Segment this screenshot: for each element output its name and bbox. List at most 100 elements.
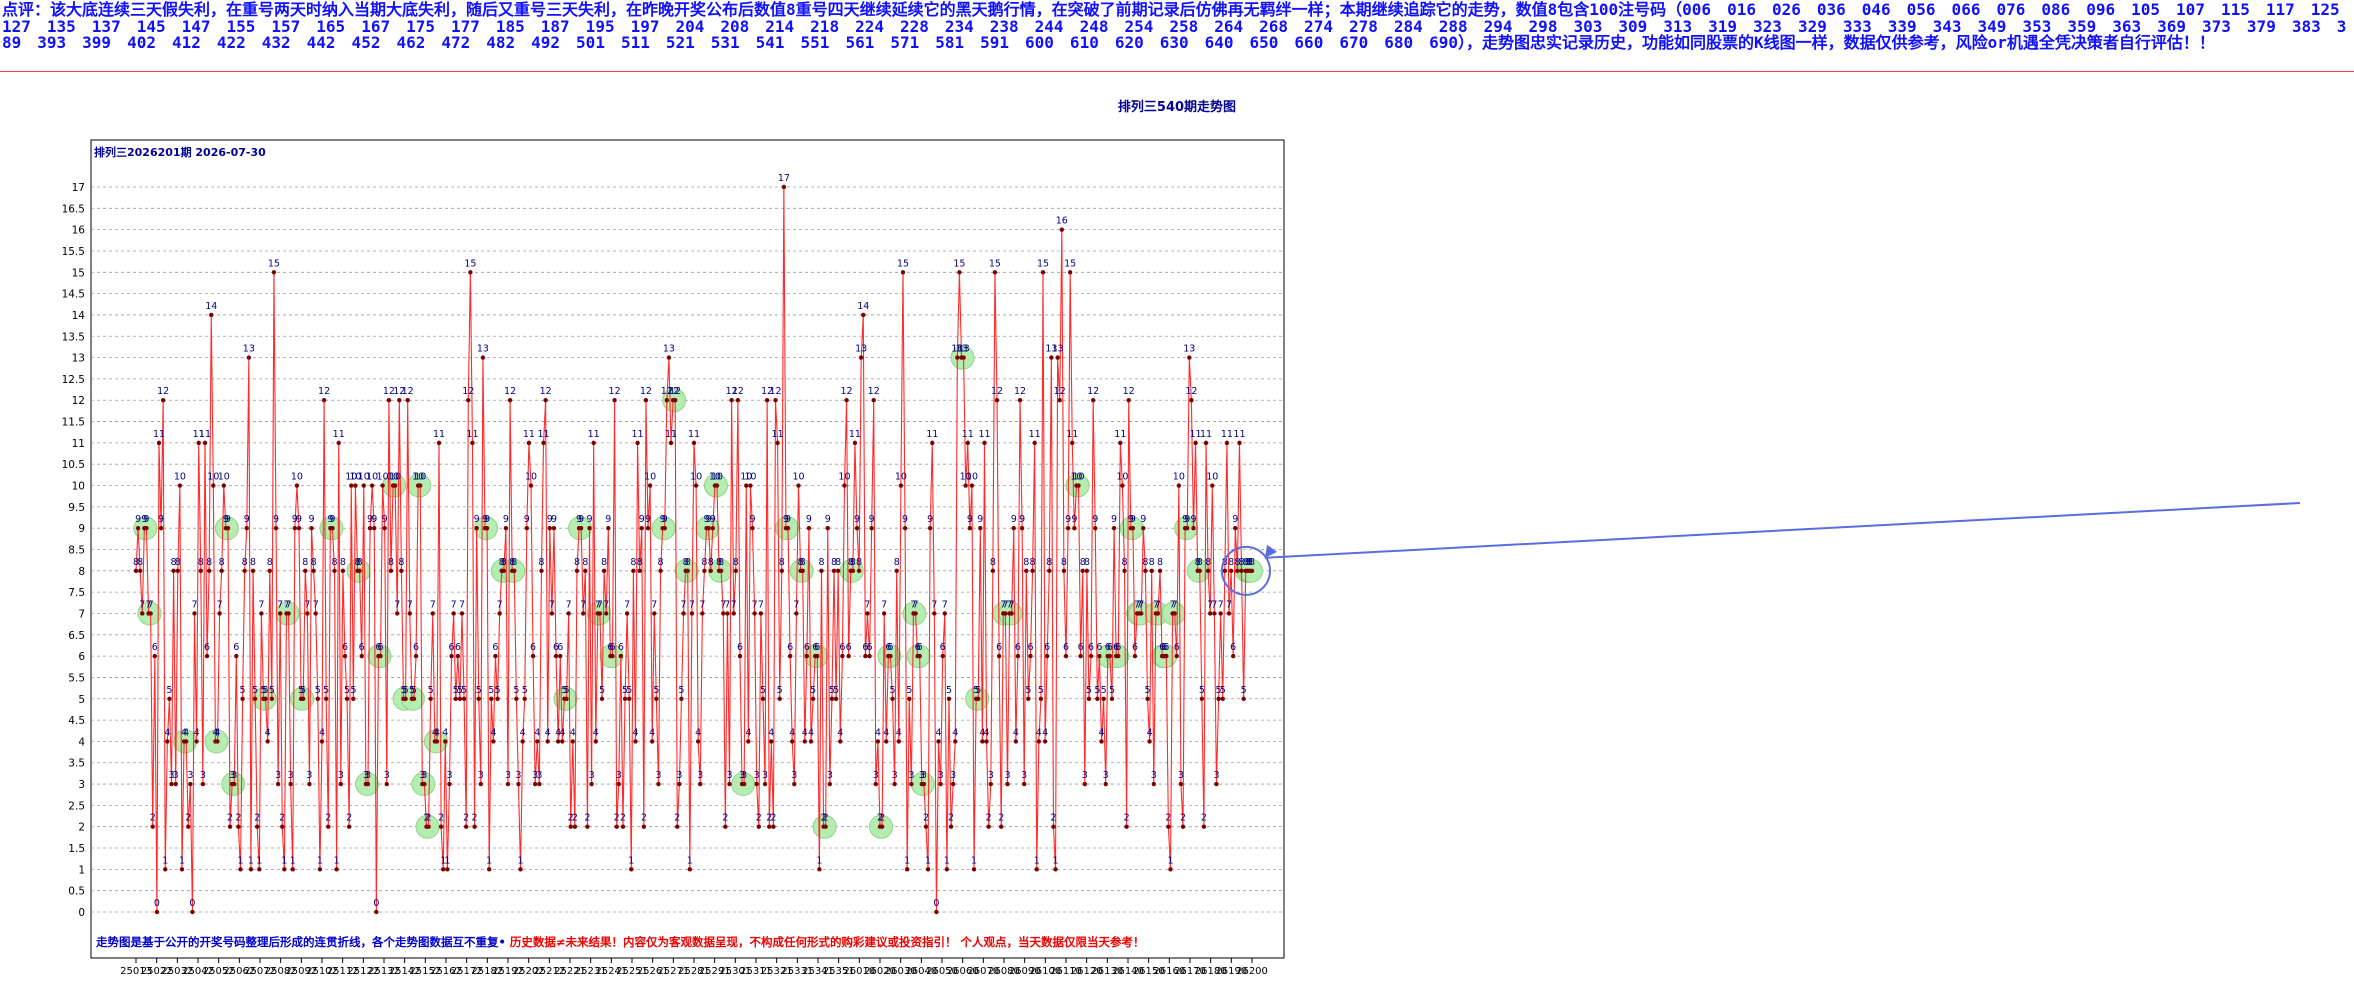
data-point (658, 568, 663, 574)
data-point (158, 525, 164, 531)
data-label: 5 (1038, 685, 1044, 696)
data-label: 4 (952, 727, 958, 738)
data-point (1026, 696, 1031, 701)
data-label: 6 (1163, 642, 1169, 653)
data-point (449, 653, 454, 659)
data-label: 4 (1147, 727, 1153, 738)
data-label: 9 (1130, 514, 1136, 525)
data-point (445, 867, 450, 872)
data-label: 8 (1222, 557, 1228, 568)
data-point (572, 824, 578, 829)
data-point (700, 611, 705, 616)
data-point (733, 568, 738, 574)
data-label: 3 (589, 770, 595, 781)
data-label: 3 (169, 770, 175, 781)
data-label: 7 (277, 599, 283, 610)
data-point (610, 653, 615, 659)
data-label: 2 (227, 813, 233, 824)
data-label: 2 (254, 813, 260, 824)
data-label: 12 (402, 386, 414, 397)
data-label: 8 (683, 557, 689, 568)
data-label: 5 (599, 685, 605, 696)
data-label: 5 (1109, 685, 1115, 696)
data-label: 4 (632, 727, 638, 738)
data-label: 7 (566, 599, 572, 610)
data-label: 11 (926, 429, 938, 440)
data-label: 3 (384, 770, 390, 781)
data-label: 9 (524, 514, 530, 525)
data-label: 11 (523, 429, 535, 440)
data-label: 5 (411, 685, 417, 696)
data-label: 10 (349, 472, 361, 483)
data-point (675, 824, 680, 829)
data-point (171, 568, 176, 574)
data-point (353, 483, 358, 488)
data-label: 5 (833, 685, 839, 696)
data-point (842, 483, 847, 488)
data-point (1103, 781, 1108, 787)
pointer-arrow (1264, 502, 2301, 559)
data-label: 7 (624, 599, 630, 610)
data-point (773, 398, 778, 403)
x-tick-label: 26200 (1236, 966, 1268, 977)
x-tick-label: 26120 (1071, 966, 1103, 977)
y-tick-label: 11.5 (62, 417, 85, 429)
data-label: 10 (1072, 472, 1084, 483)
data-label: 8 (1195, 557, 1201, 568)
data-label: 8 (1247, 557, 1253, 568)
data-point (484, 525, 490, 531)
data-point (942, 611, 947, 616)
data-label: 5 (561, 685, 567, 696)
data-label: 8 (779, 557, 785, 568)
data-label: 3 (655, 770, 661, 781)
data-point (1053, 867, 1058, 872)
data-label: 5 (1241, 685, 1247, 696)
data-label: 15 (1064, 258, 1076, 269)
data-point (1201, 824, 1207, 829)
data-point (273, 525, 279, 531)
data-label: 7 (913, 599, 919, 610)
data-point (305, 611, 310, 616)
header-divider (0, 71, 2354, 72)
data-label: 3 (754, 770, 760, 781)
data-label: 11 (978, 429, 990, 440)
data-point (756, 824, 761, 829)
data-label: 6 (996, 642, 1002, 653)
data-point (403, 696, 408, 701)
data-point (140, 611, 145, 616)
data-label: 7 (407, 599, 413, 610)
data-point (965, 440, 970, 446)
data-point (165, 739, 170, 744)
data-point (1101, 696, 1106, 701)
data-point (971, 867, 977, 872)
data-label: 9 (662, 514, 668, 525)
data-label: 8 (637, 557, 643, 568)
data-label: 1 (334, 855, 340, 866)
data-label: 9 (273, 514, 279, 525)
data-label: 8 (718, 557, 724, 568)
x-tick-label: 25172 (451, 966, 483, 977)
data-point (418, 483, 423, 488)
data-point (175, 568, 180, 574)
data-label: 6 (1044, 642, 1050, 653)
data-point (890, 696, 895, 701)
x-tick-label: 26020 (864, 966, 896, 977)
data-label: 4 (745, 727, 751, 738)
data-label: 4 (984, 727, 990, 738)
data-point (413, 653, 419, 659)
data-label: 8 (800, 557, 806, 568)
data-point (589, 781, 594, 787)
data-point (505, 781, 511, 787)
data-point (729, 398, 734, 403)
data-point (280, 824, 285, 829)
data-point (1078, 653, 1083, 659)
data-label: 2 (948, 813, 954, 824)
data-label: 1 (162, 855, 168, 866)
data-label: 7 (595, 599, 601, 610)
x-tick-label: 26180 (1195, 966, 1227, 977)
data-point (1109, 696, 1115, 701)
data-label: 9 (869, 514, 875, 525)
data-point (599, 696, 605, 701)
data-label: 7 (752, 599, 758, 610)
data-point (844, 398, 849, 403)
